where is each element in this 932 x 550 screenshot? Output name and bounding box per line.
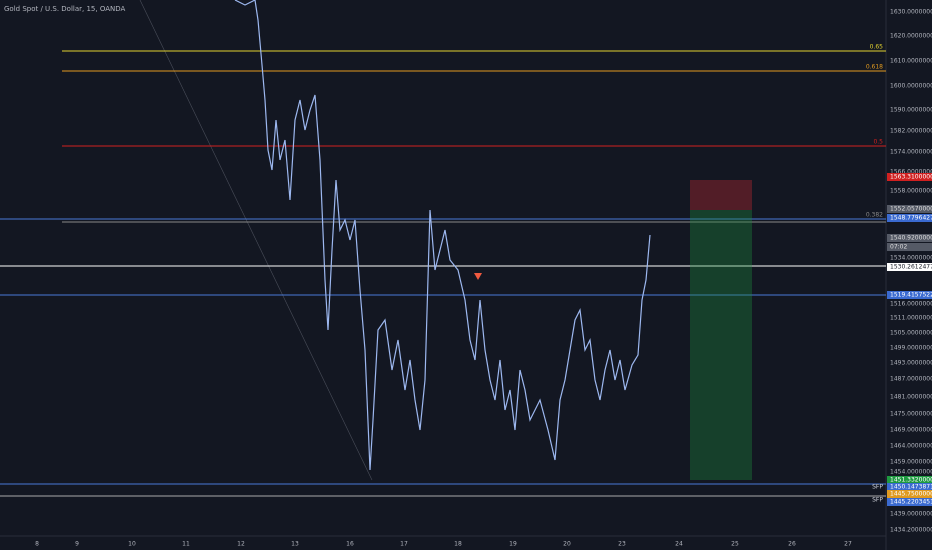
- price-label: 1610.00000000: [890, 58, 932, 65]
- date-label: 17: [400, 541, 408, 548]
- level-label: 0.65: [870, 44, 884, 51]
- price-label: 1620.00000000: [890, 33, 932, 40]
- level-label: 0.382: [866, 212, 883, 219]
- price-tag: [887, 205, 932, 213]
- date-label: 26: [788, 541, 796, 548]
- price-label: 1439.00000000: [890, 511, 932, 518]
- date-label: 8: [35, 541, 39, 548]
- price-tag-label: 1451.33200000: [890, 477, 932, 484]
- date-label: 11: [182, 541, 190, 548]
- stop-zone: [690, 180, 752, 210]
- line-label: SFP: [872, 484, 883, 491]
- price-tag-label: 1450.14738719: [890, 484, 932, 491]
- price-label: 1499.00000000: [890, 345, 932, 352]
- date-label: 9: [75, 541, 79, 548]
- price-label: 1464.00000000: [890, 443, 932, 450]
- price-tag: [887, 263, 932, 271]
- chart-title: Gold Spot / U.S. Dollar, 15, OANDA: [4, 5, 126, 13]
- price-label: 1481.00000000: [890, 394, 932, 401]
- price-tag: [887, 173, 932, 181]
- price-label: 1582.00000000: [890, 128, 932, 135]
- price-label: 1630.00000000: [890, 9, 932, 16]
- price-label: 1505.00000000: [890, 330, 932, 337]
- price-label: 1558.00000000: [890, 188, 932, 195]
- price-label: 1459.00000000: [890, 459, 932, 466]
- price-tag-label: 1552.05700000: [890, 206, 932, 213]
- price-label: 1516.00000000: [890, 301, 932, 308]
- level-label: 0.5: [873, 139, 883, 146]
- price-tag-label: 1519.41575221: [890, 292, 932, 299]
- price-label: 1434.20000000: [890, 527, 932, 534]
- price-tag: [887, 291, 932, 299]
- price-tag-label: 1445.75000000: [890, 491, 932, 498]
- price-tag: [887, 243, 932, 251]
- sell-arrow: [474, 273, 482, 280]
- price-label: 1534.00000000: [890, 255, 932, 262]
- price-tag: [887, 214, 932, 222]
- price-label: 1511.00000000: [890, 315, 932, 322]
- price-label: 1487.00000000: [890, 376, 932, 383]
- price-label: 1600.00000000: [890, 83, 932, 90]
- price-label: 1566.00000000: [890, 169, 932, 176]
- trend-line: [139, 0, 373, 481]
- price-tag: [887, 234, 932, 242]
- price-label: 1454.00000000: [890, 469, 932, 476]
- date-label: 13: [291, 541, 299, 548]
- date-label: 12: [237, 541, 245, 548]
- price-tag-label: 1540.92000000: [890, 235, 932, 242]
- date-label: 27: [844, 541, 852, 548]
- line-label: SFP: [872, 497, 883, 504]
- target-zone: [690, 210, 752, 480]
- price-tag: [887, 476, 932, 484]
- price-label: 1574.00000000: [890, 149, 932, 156]
- date-label: 16: [346, 541, 354, 548]
- price-label: 1469.00000000: [890, 427, 932, 434]
- price-label: 1475.00000000: [890, 411, 932, 418]
- price-label: 1493.00000000: [890, 360, 932, 367]
- date-label: 19: [509, 541, 517, 548]
- price-tag-label: 1563.31000000: [890, 174, 932, 181]
- date-label: 20: [563, 541, 571, 548]
- price-tag-label: 07:02: [890, 244, 907, 251]
- price-tag: [887, 483, 932, 491]
- date-label: 25: [731, 541, 739, 548]
- price-tag: [887, 498, 932, 506]
- date-label: 24: [675, 541, 683, 548]
- price-tag-label: 1548.77964271: [890, 215, 932, 222]
- price-tag: [887, 490, 932, 498]
- price-series: [234, 0, 651, 471]
- date-label: 18: [454, 541, 462, 548]
- price-tag-label: 1530.26124773: [890, 264, 932, 271]
- date-label: 23: [618, 541, 626, 548]
- level-label: 0.618: [866, 64, 883, 71]
- date-label: 10: [128, 541, 136, 548]
- price-tag-label: 1445.22034516: [890, 499, 932, 506]
- price-label: 1590.00000000: [890, 107, 932, 114]
